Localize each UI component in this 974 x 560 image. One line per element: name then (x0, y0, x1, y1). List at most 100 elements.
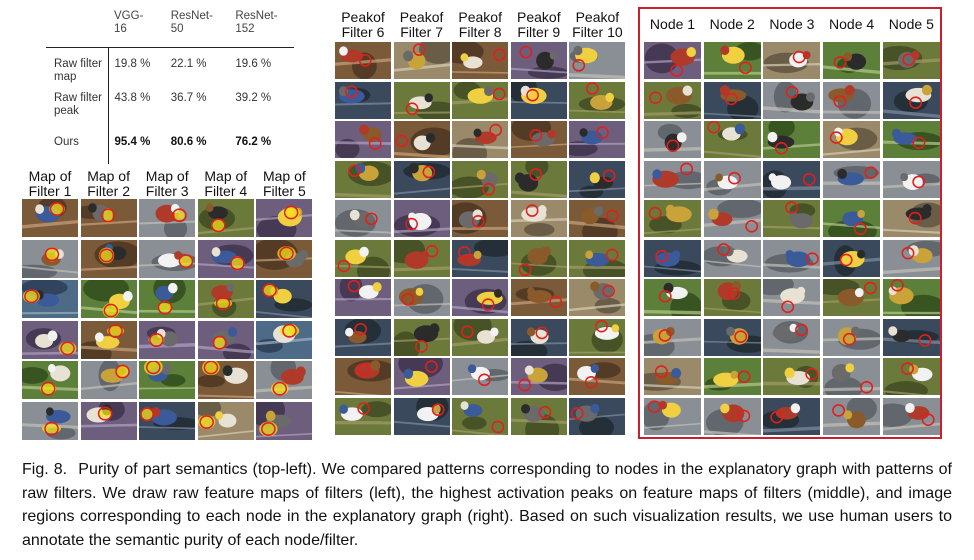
thumbnail-image (763, 318, 821, 356)
column-header: Map of Filter 3 (145, 168, 189, 199)
thumbnail-image (452, 358, 509, 395)
thumbnail-image (703, 358, 761, 395)
table-col-header: ResNet- 152 (229, 10, 294, 48)
thumbnail-image (80, 239, 137, 278)
thumbnail-image (197, 280, 254, 318)
thumbnail-image (510, 279, 567, 316)
thumbnail-image (452, 42, 509, 79)
thumbnail-image (22, 199, 78, 237)
thumbnail-image (703, 200, 761, 237)
column-header: Map of Filter 2 (87, 168, 130, 199)
thumbnail-image (510, 200, 567, 237)
thumbnail-image (393, 397, 450, 435)
thumbnail-image (644, 397, 701, 435)
thumbnail-image (452, 239, 509, 277)
table-cell: 22.1 % (170, 58, 207, 70)
thumbnail-image (256, 280, 313, 318)
thumbnail-image (823, 397, 881, 435)
table-cell: 36.7 % (170, 91, 207, 104)
thumbnail-image (569, 160, 626, 198)
thumbnail-image (139, 320, 196, 359)
thumbnail-image (22, 320, 78, 359)
thumbnail-image (197, 361, 254, 399)
table-row: Raw filter map 19.8 % 22.1 % 19.6 % (46, 47, 294, 86)
thumbnail-image (335, 160, 391, 198)
thumbnail-image (393, 121, 450, 158)
thumbnail-image (393, 81, 450, 119)
thumbnail-image (823, 121, 881, 158)
thumbnail-image (393, 239, 450, 277)
table-cell: 76.2 % (235, 135, 272, 148)
thumbnail-image (644, 279, 701, 316)
thumbnail-image (703, 279, 761, 316)
thumbnail-image (510, 121, 567, 158)
thumbnail-image (823, 42, 881, 79)
thumbnail-image (569, 42, 626, 79)
thumbnail-image (763, 121, 821, 158)
thumbnail-image (644, 318, 701, 356)
column-header: Peakof Filter 6 (341, 9, 385, 40)
table-cell: 39.2 % (235, 91, 272, 104)
thumbnail-image (335, 121, 391, 158)
column-header: Node 3 (769, 16, 815, 32)
thumbnail-image (703, 42, 761, 79)
thumbnail-image (763, 200, 821, 237)
thumbnail-image (644, 200, 701, 237)
thumbnail-image (139, 199, 196, 237)
thumbnail-image (823, 279, 881, 316)
thumbnail-image (763, 358, 821, 395)
thumbnail-image (452, 81, 509, 119)
column-header: Node 1 (649, 16, 696, 32)
table-col-header: ResNet- 50 (164, 10, 230, 48)
table-row-label: Ours (46, 123, 109, 164)
thumbnail-image (510, 239, 567, 277)
thumbnail-image (452, 397, 509, 435)
thumbnail-image (393, 279, 450, 316)
thumbnail-image (452, 279, 509, 316)
table-row-label: Raw filter map (46, 47, 109, 86)
thumbnail-image (335, 358, 391, 395)
thumbnail-image (393, 160, 450, 198)
column-header: Peakof Filter 8 (458, 9, 502, 40)
thumbnail-image (569, 397, 626, 435)
thumbnail-image (644, 239, 701, 277)
thumbnail-image (80, 320, 137, 359)
thumbnail-image (703, 121, 761, 158)
thumbnail-image (882, 200, 940, 237)
thumbnail-image (882, 121, 940, 158)
thumbnail-image (393, 42, 450, 79)
thumbnail-image (197, 401, 254, 440)
thumbnail-image (763, 160, 821, 198)
thumbnail-image (823, 318, 881, 356)
table-cell: 19.8 % (114, 58, 151, 70)
thumbnail-image (335, 239, 391, 277)
thumbnail-image (256, 199, 313, 237)
thumbnail-image (139, 361, 196, 399)
thumbnail-image (569, 318, 626, 356)
thumbnail-image (882, 318, 940, 356)
thumbnail-image (763, 397, 821, 435)
column-header: Map of Filter 1 (28, 168, 72, 199)
table-cell: 80.6 % (170, 135, 207, 148)
thumbnail-image (569, 200, 626, 237)
thumbnail-image (139, 239, 196, 278)
thumbnail-image (335, 42, 391, 79)
thumbnail-image (569, 358, 626, 395)
table-cell: 19.6 % (235, 58, 272, 70)
thumbnail-image (80, 401, 137, 440)
thumbnail-image (882, 279, 940, 316)
thumbnail-image (139, 280, 196, 318)
thumbnail-image (882, 160, 940, 198)
thumbnail-image (393, 200, 450, 237)
thumbnail-image (882, 42, 940, 79)
figure-label: Fig. 8. (22, 461, 68, 478)
thumbnail-image (256, 401, 313, 440)
figure-caption: Fig. 8. Purity of part semantics (top-le… (22, 458, 952, 552)
thumbnail-image (256, 239, 313, 278)
thumbnail-image (256, 361, 313, 399)
table-row: Ours 95.4 % 80.6 % 76.2 % (46, 123, 294, 164)
thumbnail-image (569, 81, 626, 119)
thumbnail-image (763, 81, 821, 119)
thumbnail-image (197, 239, 254, 278)
thumbnail-image (703, 239, 761, 277)
